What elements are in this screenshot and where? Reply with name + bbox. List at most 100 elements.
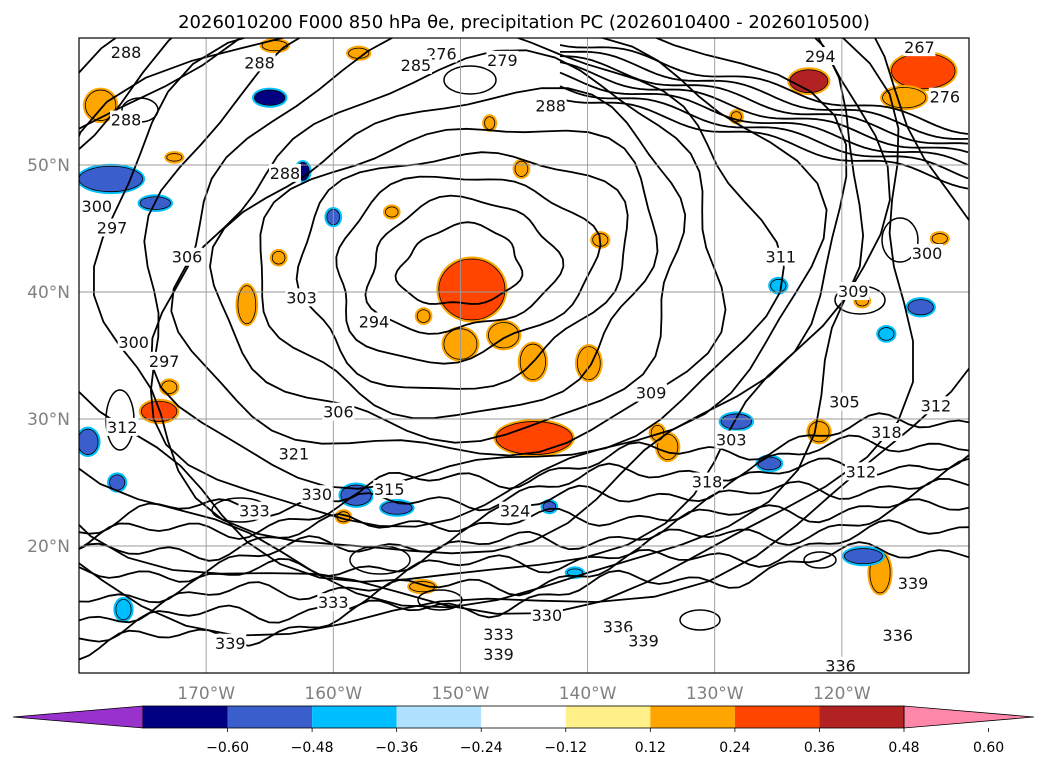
contour-label-bg-4	[399, 55, 432, 74]
colorbar-segment-6	[650, 706, 735, 728]
colorbar-segment-1	[227, 706, 313, 728]
colorbar-frame	[142, 705, 905, 729]
contour-label-15: 294	[359, 312, 390, 331]
colorbar-tick-label-9: 0.60	[973, 740, 1004, 756]
colorbar-segment-7	[734, 706, 820, 728]
contour-label-bg-44	[530, 605, 563, 624]
contour-label-bg-21	[277, 444, 310, 463]
theta-e-contour-35	[803, 551, 837, 569]
theta-e-contour-30	[881, 217, 919, 263]
theta-e-contour-10	[79, 38, 865, 583]
colorbar-segment-8	[819, 706, 904, 728]
contour-label-32: 309	[838, 282, 869, 301]
map-axes: 170°W 160°W 150°W 140°W 130°W 120°W 20°N 30°N 40…	[27, 156, 871, 704]
lat-tick-label-0: 20°N	[27, 537, 70, 557]
contour-label-21: 321	[279, 445, 310, 464]
contour-label-38: 339	[483, 645, 514, 664]
colorbar-tick-label-5: 0.12	[635, 740, 666, 756]
colorbar-tick-label-1: −0.48	[291, 740, 334, 756]
precip-patch-28	[931, 233, 948, 245]
contour-label-bg-39	[602, 617, 635, 636]
contour-label-11: 297	[97, 219, 128, 238]
contour-label-bg-26	[691, 472, 724, 491]
contour-label-33: 311	[766, 248, 797, 267]
contour-label-9: 288	[270, 164, 301, 183]
precip-patch-33	[254, 89, 286, 106]
contour-label-41: 336	[825, 657, 856, 676]
precip-patch-38	[844, 548, 883, 565]
contour-label-bg-24	[238, 501, 271, 520]
contour-label-37: 333	[483, 625, 514, 644]
contour-label-bg-5	[534, 96, 567, 115]
contour-label-bg-27	[715, 430, 748, 449]
contour-label-7: 294	[805, 47, 836, 66]
precip-patch-1	[487, 322, 520, 349]
contour-label-14: 303	[286, 288, 317, 307]
contour-label-bg-30	[828, 392, 861, 411]
contour-label-35: 333	[318, 593, 349, 612]
contour-label-39: 336	[603, 617, 634, 636]
colorbar-segment-4	[481, 706, 566, 728]
lon-tick-label-2: 150°W	[432, 684, 490, 704]
contour-label-bg-43	[897, 574, 930, 593]
contour-label-bg-36	[214, 633, 247, 652]
colorbar-tick-label-7: 0.36	[804, 740, 835, 756]
theta-e-contour-34	[679, 609, 721, 631]
precip-patch-21	[484, 116, 496, 130]
contour-label-bg-32	[837, 282, 870, 300]
theta-e-contour-23	[560, 50, 969, 140]
precip-patch-17	[514, 160, 529, 177]
colorbar-tick-label-4: −0.12	[544, 740, 587, 756]
contour-label-6: 267	[904, 38, 935, 57]
precip-patch-27	[166, 153, 183, 162]
colorbar-tick-label-6: 0.24	[719, 740, 750, 756]
precip-patch-39	[720, 413, 752, 430]
contour-label-2: 276	[426, 45, 457, 64]
contour-label-bg-19	[148, 351, 181, 370]
contour-label-bg-16	[322, 402, 355, 421]
lon-tick-label-1: 160°W	[304, 684, 362, 704]
contour-label-27: 303	[716, 431, 747, 450]
theta-e-contour-17	[79, 457, 969, 583]
contour-label-bg-38	[482, 645, 515, 664]
contour-label-13: 306	[172, 248, 203, 267]
theta-e-contour-14	[79, 412, 969, 535]
contour-label-0: 288	[111, 43, 142, 62]
contour-label-bg-42	[881, 626, 914, 645]
contour-label-bg-40	[627, 631, 660, 650]
contour-label-bg-14	[285, 288, 318, 307]
lon-tick-label-0: 170°W	[177, 684, 235, 704]
contour-label-bg-22	[300, 485, 333, 504]
contour-label-18: 300	[118, 333, 149, 352]
precip-patch-11	[882, 87, 927, 109]
contour-label-bg-41	[824, 656, 857, 673]
theta-e-contour-13	[79, 38, 969, 637]
lat-tick-label-3: 50°N	[27, 156, 70, 176]
theta-e-contour-28	[559, 97, 969, 190]
colorbar: −0.60 −0.48 −0.36 −0.24 −0.12 0.12 0.24 0.36 0.4…	[12, 705, 1035, 756]
precip-patch-47	[115, 598, 132, 621]
precip-patch-37	[381, 501, 413, 515]
precip-patch-19	[271, 250, 286, 265]
contour-label-43: 339	[898, 574, 929, 593]
contour-label-bg-28	[844, 462, 877, 481]
lon-tick-label-3: 140°W	[559, 684, 617, 704]
contour-label-12: 300	[82, 197, 113, 216]
colorbar-tick-label-3: −0.24	[460, 740, 503, 756]
map-frame	[78, 37, 970, 674]
contour-label-bg-20	[106, 417, 139, 436]
theta-e-contour-2	[335, 175, 602, 365]
contour-label-17: 309	[636, 384, 667, 403]
contour-label-bg-18	[117, 332, 150, 351]
lat-tick-label-2: 40°N	[27, 283, 70, 303]
colorbar-segment-2	[312, 706, 397, 728]
theta-e-contour-32	[417, 589, 463, 611]
contour-label-34: 300	[912, 244, 943, 263]
precip-patch-29	[416, 309, 431, 323]
contour-label-bg-37	[482, 624, 515, 643]
contour-label-bg-31	[919, 396, 952, 415]
contour-label-bg-1	[243, 53, 276, 72]
contour-label-bg-2	[425, 44, 458, 63]
theta-e-contour-27	[559, 85, 969, 180]
